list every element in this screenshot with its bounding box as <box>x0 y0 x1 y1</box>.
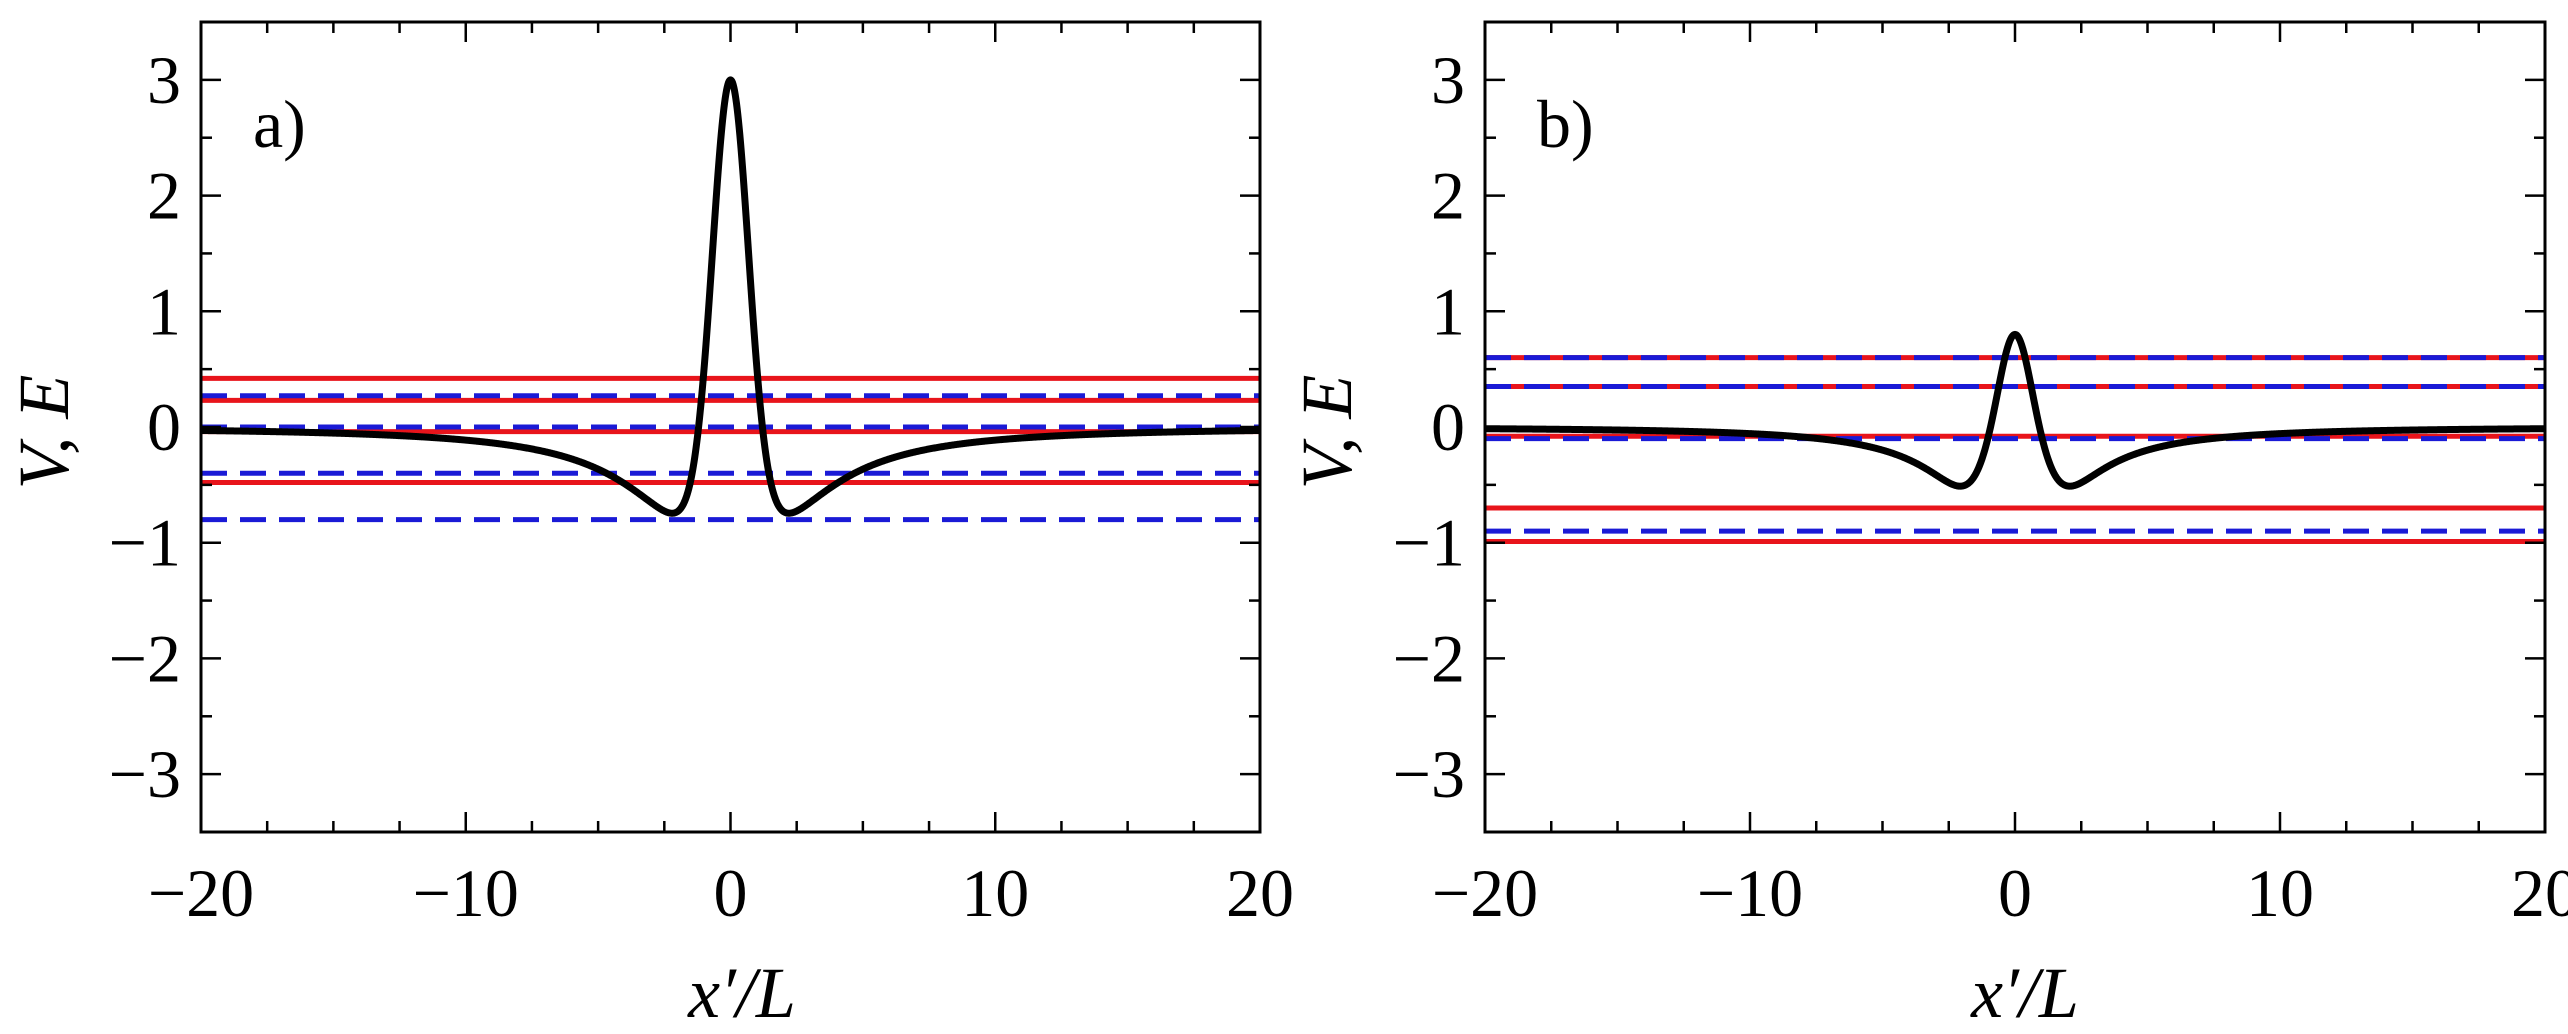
x-axis-title: x′/L <box>687 953 796 1033</box>
x-tick-label: 0 <box>714 855 748 931</box>
y-tick-label: 1 <box>147 273 181 349</box>
y-tick-label: −2 <box>1393 620 1465 696</box>
y-tick-label: 3 <box>1431 42 1465 118</box>
x-tick-label: −20 <box>1432 855 1538 931</box>
y-tick-label: 3 <box>147 42 181 118</box>
y-tick-label: −3 <box>109 736 181 812</box>
y-tick-label: 2 <box>147 158 181 234</box>
x-tick-label: 10 <box>2246 855 2314 931</box>
potential-curve <box>198 76 1263 517</box>
y-axis-title: V, E <box>1287 375 1367 490</box>
y-tick-label: −3 <box>1393 736 1465 812</box>
y-tick-label: −2 <box>109 620 181 696</box>
x-tick-label: −20 <box>148 855 254 931</box>
x-tick-label: 20 <box>2511 855 2568 931</box>
y-tick-label: −1 <box>1393 505 1465 581</box>
x-tick-label: 20 <box>1226 855 1294 931</box>
potential-curve <box>1482 330 2548 490</box>
y-tick-label: 0 <box>1431 389 1465 465</box>
y-tick-label: 0 <box>147 389 181 465</box>
x-axis-title: x′/L <box>1970 953 2079 1033</box>
x-tick-label: 10 <box>961 855 1029 931</box>
x-tick-label: 0 <box>1998 855 2032 931</box>
y-tick-label: 1 <box>1431 273 1465 349</box>
x-tick-label: −10 <box>413 855 519 931</box>
panel-label: b) <box>1537 86 1594 162</box>
y-tick-label: 2 <box>1431 158 1465 234</box>
panel-label: a) <box>253 86 306 162</box>
x-tick-label: −10 <box>1697 855 1803 931</box>
y-axis-title: V, E <box>4 375 84 490</box>
y-tick-label: −1 <box>109 505 181 581</box>
